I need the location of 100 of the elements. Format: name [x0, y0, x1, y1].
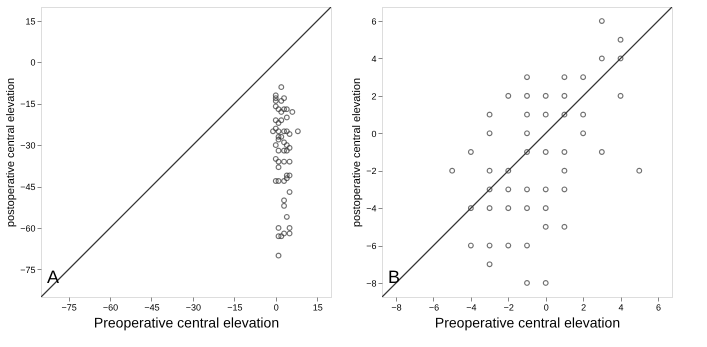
point	[486, 130, 493, 136]
point	[278, 98, 284, 104]
y-tick-label: −60	[20, 223, 36, 234]
point	[618, 36, 624, 43]
y-tick-label: −45	[20, 182, 36, 192]
point	[281, 128, 287, 134]
point	[278, 117, 284, 124]
point	[580, 112, 586, 118]
y-tick-label: −2	[366, 166, 376, 176]
point	[561, 112, 568, 118]
point	[281, 139, 287, 146]
x-tick-label: 6	[656, 302, 661, 312]
point	[276, 134, 282, 140]
point	[505, 205, 512, 212]
point	[284, 214, 290, 220]
point	[286, 225, 293, 231]
annotation: A	[47, 267, 60, 287]
point	[276, 120, 282, 126]
x-tick-label: −2	[504, 302, 514, 312]
point	[524, 112, 530, 118]
point	[284, 106, 290, 112]
x-tick-label: −8	[391, 302, 402, 312]
y-tick-label: −4	[366, 204, 376, 214]
point	[272, 95, 279, 102]
point	[468, 149, 474, 155]
point	[272, 142, 279, 148]
point	[276, 128, 282, 134]
point	[286, 158, 293, 165]
point	[272, 103, 279, 110]
point	[286, 144, 293, 151]
point	[289, 109, 296, 115]
point	[524, 92, 530, 99]
point	[281, 95, 287, 102]
point	[598, 18, 605, 24]
point	[276, 252, 282, 259]
point	[284, 148, 290, 154]
point	[486, 205, 493, 212]
point	[276, 106, 282, 112]
point	[286, 189, 293, 195]
x-tick-label: 2	[581, 302, 586, 312]
y-tick-label: 0	[371, 128, 376, 139]
point	[281, 158, 287, 165]
point	[561, 186, 568, 192]
x-axis-title: Preoperative central elevation	[94, 314, 280, 330]
point	[524, 130, 530, 136]
point	[542, 224, 549, 230]
point	[272, 117, 279, 124]
y-tick-label: 0	[30, 58, 36, 68]
point	[580, 74, 586, 80]
point	[486, 112, 493, 118]
point	[286, 172, 293, 178]
point	[542, 205, 549, 212]
x-tick-label: −4	[466, 302, 477, 312]
point	[505, 242, 512, 248]
y-tick-label: 6	[371, 16, 376, 27]
point	[618, 56, 624, 62]
point	[598, 149, 605, 155]
point	[505, 168, 512, 174]
point	[486, 168, 493, 174]
x-axis-title: Preoperative central elevation	[434, 314, 620, 330]
point	[542, 112, 549, 118]
point	[281, 197, 287, 204]
point	[524, 149, 530, 155]
point	[284, 114, 290, 120]
point	[284, 175, 290, 182]
point	[542, 92, 549, 99]
point	[272, 92, 279, 98]
y-axis-title: postoperative central elevation	[5, 78, 18, 228]
point	[278, 84, 284, 90]
point	[284, 128, 290, 134]
point	[542, 186, 549, 192]
point	[561, 168, 568, 174]
point	[486, 261, 493, 268]
point	[542, 280, 549, 286]
point	[270, 128, 276, 134]
x-tick-label: 0	[544, 302, 549, 312]
y-tick-label: −75	[20, 264, 36, 275]
point	[276, 148, 282, 154]
point	[276, 225, 282, 231]
x-tick-label: 15	[312, 302, 323, 312]
x-tick-label: −60	[102, 302, 118, 312]
point	[272, 98, 279, 104]
x-tick-label: −6	[428, 302, 440, 312]
point	[524, 186, 530, 192]
y-tick-label: 2	[371, 91, 376, 102]
point	[276, 164, 282, 170]
point	[281, 178, 287, 184]
point	[524, 242, 530, 248]
x-tick-label: 4	[618, 302, 624, 312]
x-tick-label: −30	[186, 302, 202, 312]
point	[561, 92, 568, 99]
point	[294, 128, 301, 134]
x-tick-label: −75	[61, 302, 77, 312]
point	[281, 230, 287, 236]
y-tick-label: −15	[20, 99, 36, 110]
point	[468, 205, 474, 212]
point	[618, 92, 624, 99]
point	[468, 242, 474, 248]
x-tick-label: −45	[144, 302, 160, 312]
point	[542, 149, 549, 155]
